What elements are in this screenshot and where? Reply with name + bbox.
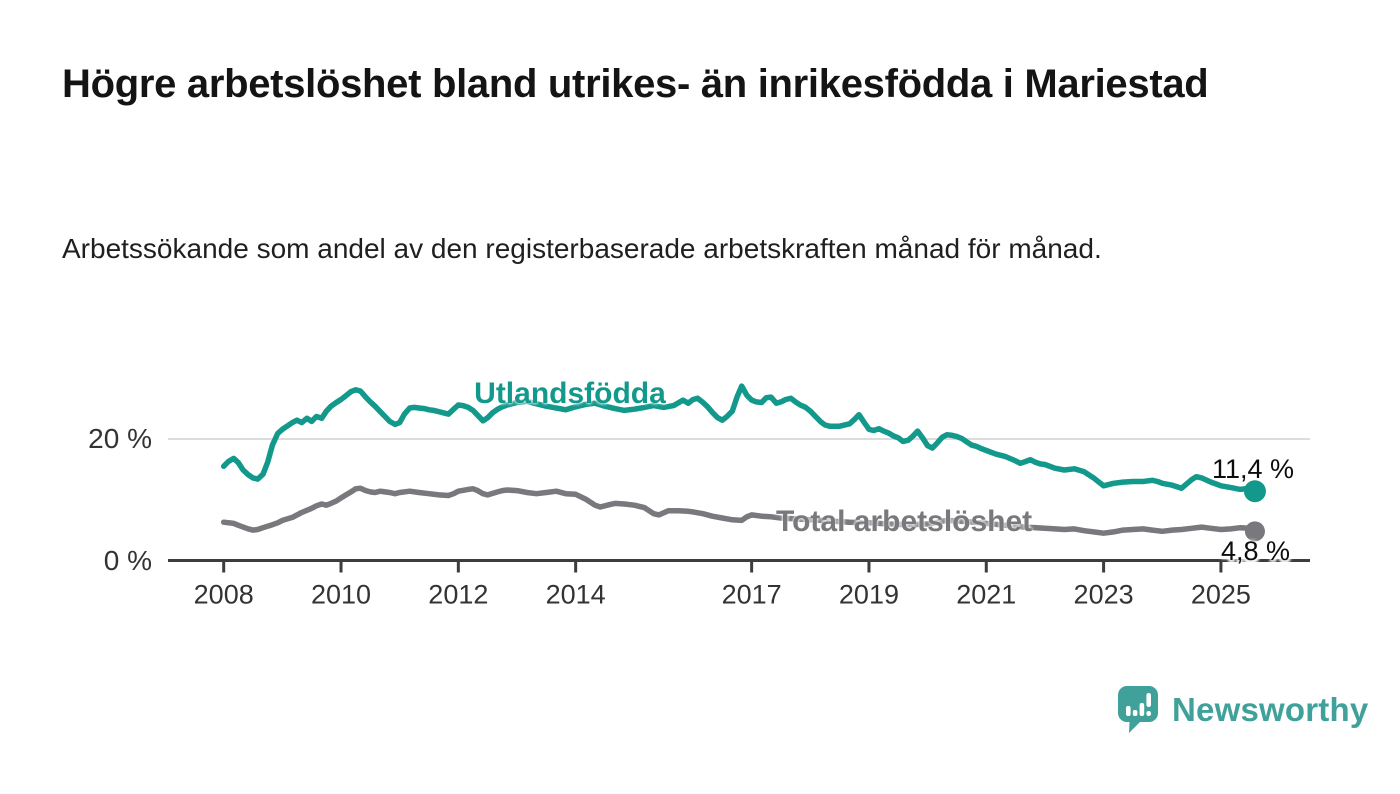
x-tick-label: 2023 (1074, 580, 1134, 610)
newsworthy-logo-text: Newsworthy (1172, 691, 1369, 728)
x-tick-label: 2008 (194, 580, 254, 610)
series-label-total: Total arbetslöshet (776, 505, 1033, 538)
series-line-total (220, 485, 1258, 536)
chart-subtitle: Arbetssökande som andel av den registerb… (62, 233, 1102, 264)
x-tick-label: 2025 (1191, 580, 1251, 610)
newsworthy-logo: Newsworthy (1118, 686, 1368, 734)
x-tick-label: 2012 (428, 580, 488, 610)
series-end-dot-utlandsfodda (1243, 480, 1266, 503)
x-tick-label: 2010 (311, 580, 371, 610)
x-tick-label: 2014 (546, 580, 606, 610)
newsworthy-logo-icon (1118, 686, 1158, 733)
series-end-dot-total (1244, 521, 1265, 542)
series-label-utlandsfodda: Utlandsfödda (474, 377, 666, 410)
end-value-label-utlandsfodda: 11,4 % (1211, 454, 1294, 484)
x-tick-label: 2021 (956, 580, 1016, 610)
x-tick-label: 2019 (839, 580, 899, 610)
end-value-label-total: 4,8 % (1220, 536, 1290, 566)
page-title: Högre arbetslöshet bland utrikes- än inr… (62, 62, 1209, 106)
x-tick-label: 2017 (722, 580, 782, 610)
series-line-utlandsfodda (220, 383, 1258, 494)
y-axis-label-20: 20 % (88, 423, 152, 454)
y-axis-label-0: 0 % (103, 545, 152, 576)
